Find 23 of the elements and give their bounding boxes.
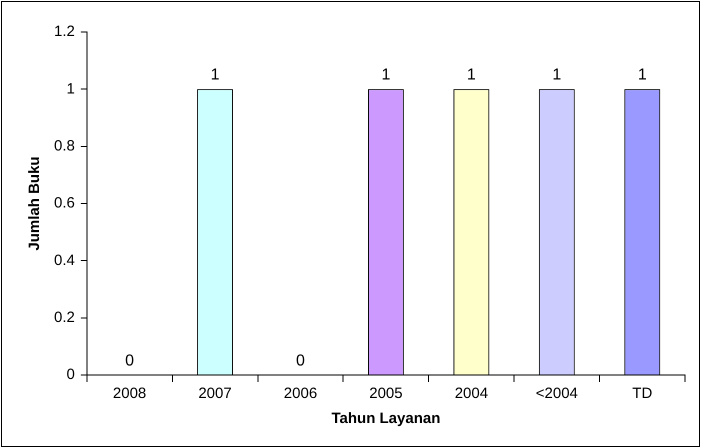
data-label: 1 xyxy=(552,66,562,84)
data-label: 1 xyxy=(381,66,390,84)
x-tick-label: 2007 xyxy=(198,385,232,402)
y-tick-label: 0 xyxy=(66,366,75,384)
y-tick-label: 1.2 xyxy=(54,23,75,40)
x-axis-title: Tahun Layanan xyxy=(331,410,440,428)
y-axis-title: Jumlah Buku xyxy=(26,156,44,251)
y-tick-label: 0.8 xyxy=(54,137,75,154)
y-tick-label: 0.2 xyxy=(54,308,75,326)
x-tick-label: 2006 xyxy=(284,385,318,402)
y-tick-label: 0.6 xyxy=(54,194,75,212)
data-label: 1 xyxy=(638,66,647,84)
data-label: 0 xyxy=(125,352,134,370)
y-tick-label: 0.4 xyxy=(54,252,75,269)
y-tick-label: 1 xyxy=(66,80,75,98)
x-tick-label: <2004 xyxy=(536,385,578,402)
data-label: 1 xyxy=(210,66,220,84)
data-label: 1 xyxy=(466,66,476,84)
data-label: 0 xyxy=(296,352,306,370)
x-tick-label: 2008 xyxy=(112,385,146,402)
x-tick-label: TD xyxy=(632,385,652,402)
x-tick-label: 2004 xyxy=(454,385,488,402)
x-tick-label: 2005 xyxy=(369,385,403,402)
